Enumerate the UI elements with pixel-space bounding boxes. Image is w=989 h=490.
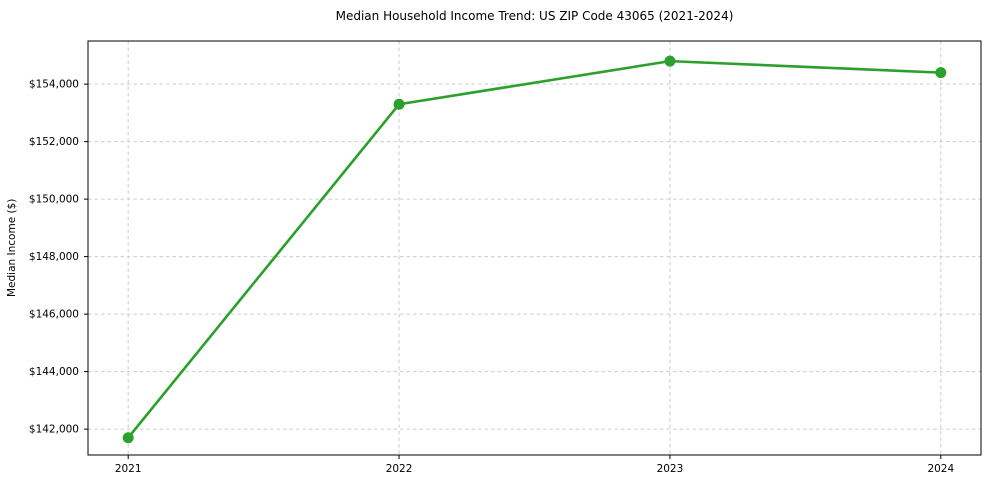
chart-title: Median Household Income Trend: US ZIP Co… [335, 9, 734, 23]
data-point [393, 98, 405, 110]
x-tick-label: 2022 [386, 463, 413, 475]
data-point [122, 432, 134, 444]
x-tick-label: 2021 [115, 463, 142, 475]
data-point [935, 67, 947, 79]
y-tick-label: $150,000 [29, 194, 79, 206]
trend-line [126, 59, 943, 440]
x-tick-label: 2023 [657, 463, 684, 475]
y-tick-label: $142,000 [29, 424, 79, 436]
y-tick-label: $146,000 [29, 309, 79, 321]
x-tick-label: 2024 [927, 463, 954, 475]
y-tick-label: $154,000 [29, 79, 79, 91]
y-tick-label: $144,000 [29, 366, 79, 378]
plot-border [87, 40, 982, 456]
data-point [664, 55, 676, 67]
y-tick-label: $148,000 [29, 251, 79, 263]
y-tick-label: $152,000 [29, 136, 79, 148]
